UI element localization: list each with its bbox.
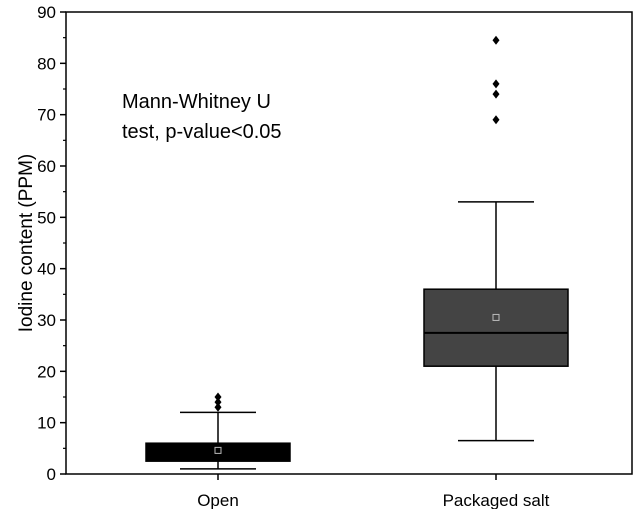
x-axis: Open Packaged salt bbox=[197, 474, 550, 509]
box-group bbox=[423, 35, 569, 442]
y-tick-label: 70 bbox=[37, 106, 56, 125]
y-axis-label: Iodine content (PPM) bbox=[16, 154, 37, 332]
outlier-point bbox=[492, 89, 500, 99]
y-axis: 0 10 20 30 40 50 60 70 80 90 bbox=[37, 3, 66, 484]
x-tick-label: Open bbox=[197, 491, 239, 509]
mean-marker bbox=[492, 313, 500, 321]
outlier-point bbox=[214, 402, 222, 412]
outlier-point bbox=[214, 397, 222, 407]
y-tick-label: 50 bbox=[37, 208, 56, 227]
boxes-layer bbox=[145, 35, 569, 470]
y-tick-label: 80 bbox=[37, 54, 56, 73]
iqr-box bbox=[423, 288, 569, 367]
y-tick-label: 90 bbox=[37, 3, 56, 22]
box-group bbox=[145, 392, 291, 470]
y-tick-label: 20 bbox=[37, 362, 56, 381]
y-tick-label: 40 bbox=[37, 260, 56, 279]
outlier-point bbox=[492, 79, 500, 89]
mean-marker bbox=[214, 446, 222, 454]
annotation-line-1: Mann-Whitney U bbox=[122, 91, 271, 113]
outlier-point bbox=[492, 35, 500, 45]
y-tick-label: 10 bbox=[37, 414, 56, 433]
annotation-line-2: test, p-value<0.05 bbox=[122, 121, 282, 143]
outlier-point bbox=[214, 392, 222, 402]
x-tick-label: Packaged salt bbox=[443, 491, 550, 509]
plot-frame bbox=[65, 11, 633, 475]
y-tick-label: 0 bbox=[47, 465, 56, 484]
y-tick-label: 30 bbox=[37, 311, 56, 330]
outlier-point bbox=[492, 115, 500, 125]
y-tick-label: 60 bbox=[37, 157, 56, 176]
iqr-box bbox=[145, 442, 291, 462]
